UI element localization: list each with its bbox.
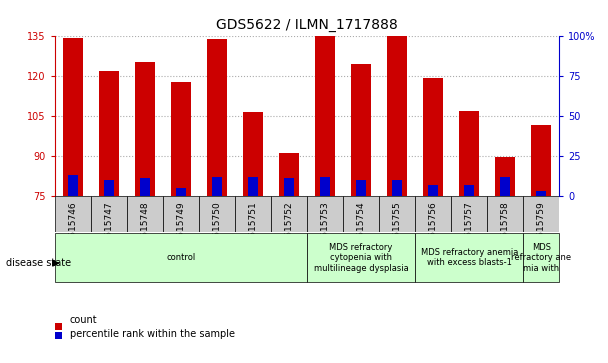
Bar — [171, 82, 191, 196]
Text: GSM1515755: GSM1515755 — [393, 201, 402, 262]
Text: GSM1515758: GSM1515758 — [501, 201, 510, 262]
Bar — [212, 177, 222, 196]
FancyBboxPatch shape — [451, 196, 487, 232]
Bar — [279, 154, 299, 196]
Bar — [392, 180, 402, 196]
Text: MDS refractory anemia
with excess blasts-1: MDS refractory anemia with excess blasts… — [421, 248, 518, 268]
Text: disease state: disease state — [6, 258, 71, 268]
Bar — [531, 126, 551, 196]
Bar — [135, 62, 155, 196]
Text: GSM1515756: GSM1515756 — [429, 201, 438, 262]
Bar — [351, 64, 371, 196]
Bar — [356, 180, 366, 196]
FancyBboxPatch shape — [415, 196, 451, 232]
Bar — [243, 112, 263, 196]
Title: GDS5622 / ILMN_1717888: GDS5622 / ILMN_1717888 — [216, 19, 398, 33]
FancyBboxPatch shape — [307, 196, 343, 232]
Text: GSM1515750: GSM1515750 — [212, 201, 221, 262]
Text: GSM1515752: GSM1515752 — [285, 201, 294, 262]
Text: GSM1515751: GSM1515751 — [249, 201, 257, 262]
Bar — [67, 175, 78, 196]
FancyBboxPatch shape — [379, 196, 415, 232]
Text: GSM1515757: GSM1515757 — [465, 201, 474, 262]
FancyBboxPatch shape — [55, 233, 307, 282]
Bar — [99, 71, 119, 196]
Text: GSM1515749: GSM1515749 — [176, 201, 185, 262]
FancyBboxPatch shape — [343, 196, 379, 232]
Text: GSM1515746: GSM1515746 — [68, 201, 77, 262]
Text: GSM1515754: GSM1515754 — [357, 201, 365, 262]
Bar — [140, 179, 150, 196]
Bar — [104, 180, 114, 196]
Bar — [536, 191, 547, 196]
Bar — [63, 38, 83, 196]
FancyBboxPatch shape — [55, 196, 91, 232]
FancyBboxPatch shape — [487, 196, 523, 232]
Bar — [387, 34, 407, 196]
Bar — [500, 177, 510, 196]
Text: GSM1515748: GSM1515748 — [140, 201, 150, 262]
Text: count: count — [70, 315, 97, 325]
Bar — [248, 177, 258, 196]
FancyBboxPatch shape — [415, 233, 523, 282]
Text: MDS refractory
cytopenia with
multilineage dysplasia: MDS refractory cytopenia with multilinea… — [314, 243, 409, 273]
Text: control: control — [166, 253, 196, 262]
Text: GSM1515759: GSM1515759 — [537, 201, 546, 262]
Bar — [315, 34, 335, 196]
FancyBboxPatch shape — [199, 196, 235, 232]
FancyBboxPatch shape — [163, 196, 199, 232]
FancyBboxPatch shape — [91, 196, 127, 232]
Text: MDS
refractory ane
mia with: MDS refractory ane mia with — [511, 243, 572, 273]
Bar — [423, 78, 443, 196]
FancyBboxPatch shape — [127, 196, 163, 232]
Text: GSM1515747: GSM1515747 — [105, 201, 113, 262]
Bar — [284, 179, 294, 196]
FancyBboxPatch shape — [307, 233, 415, 282]
Text: percentile rank within the sample: percentile rank within the sample — [70, 329, 235, 339]
FancyBboxPatch shape — [523, 233, 559, 282]
FancyBboxPatch shape — [523, 196, 559, 232]
Bar — [207, 39, 227, 196]
Bar — [320, 177, 330, 196]
FancyBboxPatch shape — [235, 196, 271, 232]
Bar — [496, 158, 515, 196]
FancyBboxPatch shape — [271, 196, 307, 232]
Bar — [465, 185, 474, 196]
Bar — [428, 185, 438, 196]
Bar — [459, 111, 479, 196]
Text: GSM1515753: GSM1515753 — [320, 201, 330, 262]
Bar — [176, 188, 186, 196]
